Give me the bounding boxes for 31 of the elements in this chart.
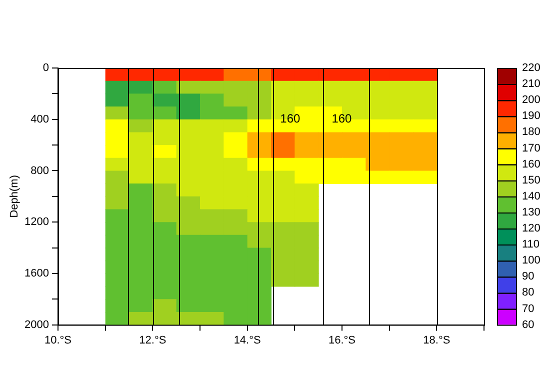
y-tick-label: 2000: [24, 318, 49, 331]
color-bar-label: 110: [522, 238, 540, 251]
color-bar-label: 210: [522, 78, 540, 90]
x-tick-label: 18.°S: [423, 334, 450, 346]
y-axis-title: Deph(m): [8, 175, 21, 218]
y-tick-label: 1200: [24, 216, 49, 228]
color-bar-label: 90: [522, 270, 534, 283]
x-tick-label: 16.°S: [328, 334, 356, 346]
color-bar-label: 200: [522, 94, 540, 106]
color-bar-label: 220: [522, 62, 540, 74]
color-bar-label: 190: [522, 110, 540, 122]
y-tick-label: 400: [30, 113, 49, 126]
color-bar-label: 160: [522, 158, 540, 170]
x-tick-label: 12.°S: [139, 334, 166, 346]
annotation: 160: [332, 112, 352, 126]
color-bar-label: 100: [522, 254, 540, 267]
x-tick-label: 14.°S: [234, 334, 261, 346]
color-bar-label: 60: [522, 318, 534, 331]
color-bar-label: 130: [522, 206, 540, 218]
color-bar-label: 140: [522, 190, 540, 202]
color-bar-label: 170: [522, 142, 540, 154]
color-bar-label: 150: [522, 174, 540, 186]
color-bar-label: 80: [522, 286, 534, 299]
x-tick-label: 10.°S: [44, 334, 72, 346]
y-tick-label: 0: [42, 62, 49, 74]
annotation: 160: [280, 112, 300, 126]
color-bar-label: 70: [522, 302, 534, 315]
color-bar-label: 120: [522, 222, 540, 235]
y-tick-label: 800: [30, 164, 49, 177]
color-bar-label: 180: [522, 126, 540, 138]
y-tick-label: 1600: [24, 267, 49, 280]
